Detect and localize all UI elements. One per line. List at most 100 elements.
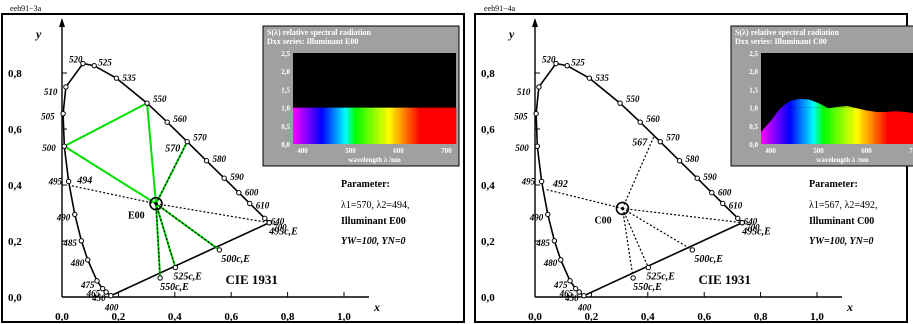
spectrum-slice xyxy=(422,107,424,144)
inset-x-tick: 500 xyxy=(813,147,824,155)
spectrum-slice xyxy=(429,107,431,144)
spectrum-slice xyxy=(444,107,446,144)
dominant-line xyxy=(544,188,623,210)
dominant-line-label: 567 xyxy=(632,138,648,149)
locus-point xyxy=(637,119,643,125)
spectrum-slice xyxy=(794,99,796,144)
locus-point xyxy=(80,60,86,67)
spectrum-slice xyxy=(894,111,896,144)
spectrum-slice xyxy=(807,99,809,144)
complementary-label: 495c,E xyxy=(741,227,771,238)
locus-point xyxy=(553,60,559,67)
spectrum-slice xyxy=(371,107,373,144)
parameter-heading: Parameter: xyxy=(341,179,390,190)
spectrum-slice xyxy=(898,111,900,144)
spectrum-slice xyxy=(768,122,770,144)
complementary-point xyxy=(216,247,223,253)
spectrum-slice xyxy=(882,111,885,144)
spectrum-slice xyxy=(293,107,296,144)
spectrum-slice xyxy=(891,111,893,144)
spectrum-slice xyxy=(818,103,820,144)
y-tick-label: 0,6 xyxy=(8,124,22,136)
top-label-right: eeh91−4a xyxy=(484,4,516,13)
spectrum-slice xyxy=(884,111,886,144)
locus-point xyxy=(108,292,114,299)
spectrum-slice xyxy=(383,107,385,144)
spectrum-slice xyxy=(899,111,901,144)
spectrum-slice xyxy=(448,107,450,144)
spectrum-slice xyxy=(877,111,880,144)
spectrum-slice xyxy=(902,111,905,144)
wavelength-label: 560 xyxy=(646,114,660,124)
locus-point xyxy=(85,257,91,263)
wavelength-label: 610 xyxy=(729,200,743,210)
spectrum-slice xyxy=(809,100,812,144)
dominant-line-label: 494 xyxy=(76,175,92,186)
spectrum-slice xyxy=(333,107,335,144)
spectrum-slice xyxy=(786,102,789,144)
spectrum-slice xyxy=(802,99,804,144)
y-tick-label: 0,2 xyxy=(481,236,495,248)
spectrum-slice xyxy=(776,112,778,144)
spectrum-slice xyxy=(366,107,369,144)
spectrum-slice xyxy=(885,111,887,144)
spectrum-slice xyxy=(848,106,850,144)
spectrum-slice xyxy=(307,107,309,144)
spectrum-slice xyxy=(324,107,326,144)
radiance-line xyxy=(63,102,148,148)
wavelength-label: 700 xyxy=(746,223,760,233)
spectrum-slice xyxy=(449,107,451,144)
white-point-label: E00 xyxy=(128,211,145,222)
y-tick-label: 0,4 xyxy=(481,180,495,192)
spectrum-slice xyxy=(888,111,890,144)
complementary-line xyxy=(155,203,176,268)
spectrum-slice xyxy=(440,107,442,144)
locus-point xyxy=(576,289,582,295)
spectrum-slice xyxy=(339,107,341,144)
spectrum-slice xyxy=(407,107,409,144)
locus-point xyxy=(551,238,558,244)
spectrum-slice xyxy=(338,107,340,144)
spectrum-slice xyxy=(911,113,913,144)
spectrum-slice xyxy=(327,107,329,144)
spectrum-slice xyxy=(901,111,904,144)
spectrum-slice xyxy=(346,107,348,144)
complementary-point xyxy=(172,264,179,271)
white-point-dot xyxy=(620,206,624,210)
x-tick-label: 0,8 xyxy=(754,311,768,323)
spectrum-slice xyxy=(364,107,367,144)
spectrum-slice xyxy=(362,107,365,144)
white-point-ring xyxy=(615,201,630,216)
wavelength-label: 505 xyxy=(514,112,528,122)
complementary-point xyxy=(689,247,696,253)
spectrum-slice xyxy=(837,106,839,144)
spectrum-slice xyxy=(805,99,807,144)
spectrum-slice xyxy=(420,107,422,144)
spectrum-slice xyxy=(412,107,415,144)
spectrum-slice xyxy=(399,107,401,144)
wavelength-label: 580 xyxy=(686,154,700,164)
spectrum-slice xyxy=(832,107,835,144)
spectrum-slice xyxy=(873,111,875,144)
spectrum-slice xyxy=(358,107,360,144)
spectrum-slice xyxy=(296,107,299,144)
locus-point xyxy=(61,143,68,149)
spectrum-slice xyxy=(835,107,838,144)
y-tick-label: 0,4 xyxy=(8,180,22,192)
spectrum-slice xyxy=(900,111,903,144)
x-tick-label: 0,2 xyxy=(585,311,599,323)
y-tick-label: 0,8 xyxy=(8,68,22,80)
spectrum-slice xyxy=(439,107,441,144)
spectrum-slice xyxy=(408,107,410,144)
spectrum-slice xyxy=(298,107,301,144)
spectrum-slice xyxy=(308,107,310,144)
wavelength-label: 520 xyxy=(69,55,83,65)
spectrum-slice xyxy=(447,107,449,144)
spectrum-slice xyxy=(781,107,783,144)
parameter-lambdas: λ1=570, λ2=494, xyxy=(341,200,409,211)
spectrum-slice xyxy=(906,112,908,144)
spectrum-slice xyxy=(317,107,320,144)
complementary-label: 550c,E xyxy=(633,282,662,293)
locus-point xyxy=(63,84,69,90)
